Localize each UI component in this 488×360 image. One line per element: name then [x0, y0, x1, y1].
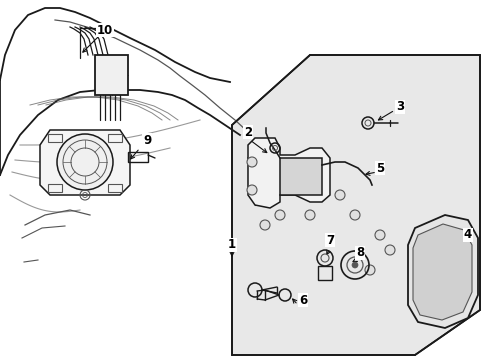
- Text: 7: 7: [325, 234, 333, 247]
- Polygon shape: [280, 158, 321, 195]
- Circle shape: [334, 190, 345, 200]
- Circle shape: [364, 265, 374, 275]
- Polygon shape: [95, 55, 128, 95]
- Polygon shape: [412, 224, 471, 320]
- Polygon shape: [231, 55, 479, 355]
- Text: 9: 9: [142, 134, 151, 147]
- Circle shape: [246, 185, 257, 195]
- Polygon shape: [247, 138, 329, 208]
- Text: 3: 3: [395, 100, 403, 113]
- Circle shape: [246, 157, 257, 167]
- Text: 5: 5: [375, 162, 384, 175]
- Polygon shape: [40, 130, 130, 195]
- Circle shape: [274, 210, 285, 220]
- Text: 8: 8: [355, 247, 364, 260]
- Circle shape: [349, 210, 359, 220]
- Text: 4: 4: [463, 229, 471, 242]
- Circle shape: [374, 230, 384, 240]
- Text: 2: 2: [244, 126, 251, 139]
- Text: 6: 6: [298, 293, 306, 306]
- Text: 1: 1: [227, 238, 236, 252]
- Circle shape: [351, 262, 357, 268]
- Circle shape: [57, 134, 113, 190]
- Circle shape: [305, 210, 314, 220]
- Polygon shape: [407, 215, 477, 328]
- Text: 10: 10: [97, 23, 113, 36]
- Circle shape: [384, 245, 394, 255]
- Circle shape: [260, 220, 269, 230]
